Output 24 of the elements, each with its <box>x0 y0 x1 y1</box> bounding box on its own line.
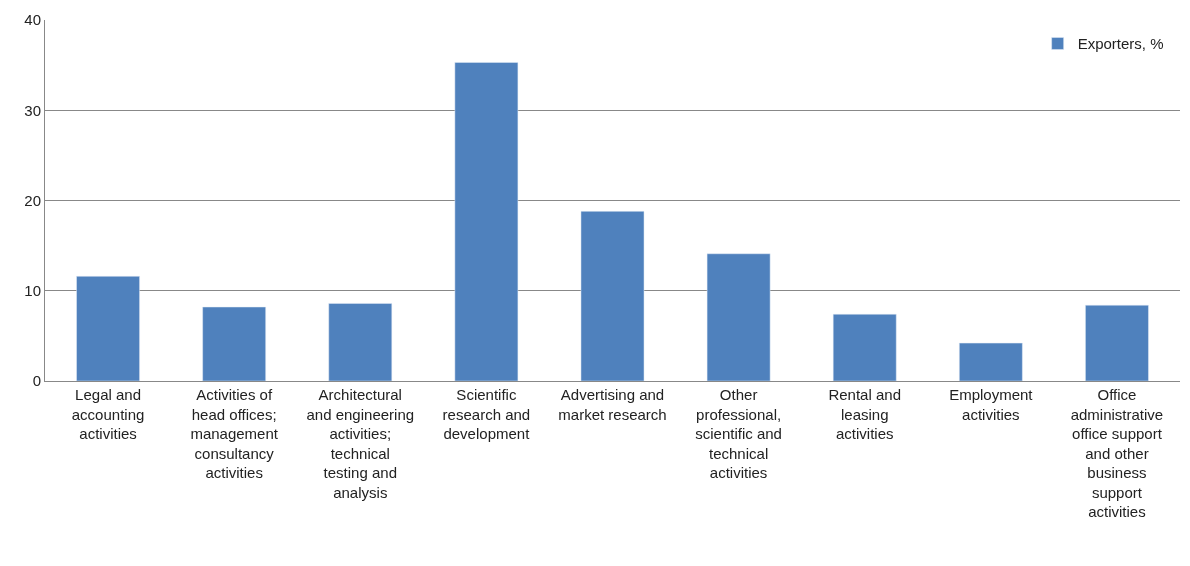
bar <box>454 62 519 381</box>
x-tick-label: Activities of head offices; management consultancy activities <box>190 386 279 481</box>
x-tick-label: Employment activities <box>949 386 1034 423</box>
y-tick-label: 20 <box>24 191 41 209</box>
legend-label: Exporters, % <box>1077 35 1164 53</box>
bar <box>580 211 645 381</box>
x-tick-label: Rental and leasing activities <box>828 386 901 442</box>
bar <box>832 313 897 381</box>
x-tick-label: Office administrative office support and other business support activities <box>1070 386 1164 520</box>
bar <box>328 303 393 381</box>
bar <box>706 253 771 381</box>
y-tick-label: 40 <box>24 11 41 29</box>
x-tick-label: Architectural and engineering activities; technical testing and analysis <box>306 386 415 501</box>
bar <box>76 276 140 381</box>
y-tick-label: 0 <box>32 372 41 390</box>
x-tick-label: Scientific research and development <box>442 386 531 442</box>
x-tick-label: Advertising and market research <box>558 386 667 423</box>
bar <box>1085 304 1149 381</box>
y-tick-label: 30 <box>24 101 41 119</box>
x-tick-label: Other professional, scientific and technical activities <box>695 386 782 481</box>
bar <box>959 342 1023 381</box>
bar <box>202 306 266 381</box>
x-tick-label: Legal and accounting activities <box>71 386 145 442</box>
y-tick-label: 10 <box>24 282 41 299</box>
